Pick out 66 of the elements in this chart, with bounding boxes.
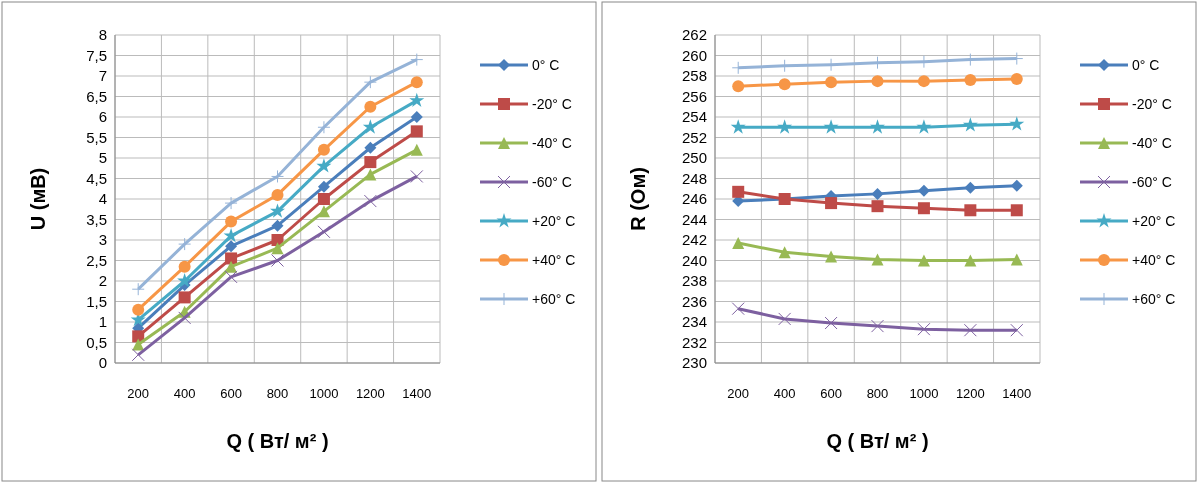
- legend-label: +40° C: [1132, 251, 1176, 268]
- x-tick-label: 400: [173, 386, 196, 401]
- y-tick-label: 7: [98, 67, 107, 85]
- y-tick-label: 238: [681, 272, 707, 290]
- y-tick-label: 4,5: [86, 169, 107, 187]
- y-tick-label: 234: [681, 313, 707, 331]
- y-tick-label: 0,5: [86, 333, 107, 351]
- y-tick-label: 248: [681, 169, 707, 187]
- y-tick-label: 6: [98, 108, 107, 126]
- y-tick-label: 262: [681, 26, 707, 44]
- x-tick-label: 200: [127, 386, 150, 401]
- y-tick-label: 2,5: [86, 251, 107, 269]
- x-tick-label: 200: [727, 386, 750, 401]
- y-tick-label: 230: [681, 354, 707, 372]
- y-tick-label: 244: [681, 210, 707, 228]
- x-tick-label: 1200: [355, 386, 385, 401]
- legend-label: -20° C: [1132, 95, 1172, 112]
- legend-label: -40° C: [1132, 134, 1172, 151]
- x-axis-title: Q ( Вт/ м² ): [226, 430, 329, 452]
- legend-label: -60° C: [1132, 173, 1172, 190]
- y-axis-title: U (мВ): [27, 167, 49, 231]
- y-tick-label: 4: [98, 190, 107, 208]
- x-tick-label: 600: [820, 386, 842, 401]
- y-tick-label: 1,5: [86, 292, 107, 310]
- y-tick-label: 232: [681, 333, 707, 351]
- y-tick-label: 236: [681, 292, 707, 310]
- y-tick-label: 3,5: [86, 210, 107, 228]
- x-tick-label: 1000: [309, 386, 339, 401]
- legend-label: +60° C: [1132, 290, 1176, 307]
- legend-label: 0° C: [1132, 56, 1160, 73]
- y-tick-label: 252: [681, 128, 707, 146]
- y-tick-label: 3: [98, 231, 107, 249]
- y-tick-label: 242: [681, 231, 707, 249]
- y-tick-label: 246: [681, 190, 707, 208]
- y-tick-label: 6,5: [86, 87, 107, 105]
- legend-label: -60° C: [532, 173, 572, 190]
- y-tick-label: 0: [98, 354, 107, 372]
- legend-label: +20° C: [1132, 212, 1176, 229]
- x-tick-label: 600: [220, 386, 242, 401]
- y-tick-label: 250: [681, 149, 707, 167]
- x-tick-label: 1200: [955, 386, 985, 401]
- y-tick-label: 2: [98, 272, 107, 290]
- x-tick-label: 1000: [909, 386, 939, 401]
- x-tick-label: 1400: [402, 386, 432, 401]
- y-tick-label: 5,5: [86, 128, 107, 146]
- y-tick-label: 5: [98, 149, 107, 167]
- y-tick-label: 1: [98, 313, 107, 331]
- y-axis-title: R (Ом): [627, 167, 649, 231]
- y-tick-label: 256: [681, 87, 707, 105]
- x-tick-label: 1400: [1002, 386, 1032, 401]
- y-tick-label: 240: [681, 251, 707, 269]
- y-tick-label: 258: [681, 67, 707, 85]
- legend-label: -40° C: [532, 134, 572, 151]
- legend-label: 0° C: [532, 56, 560, 73]
- x-tick-label: 400: [773, 386, 796, 401]
- x-axis-title: Q ( Вт/ м² ): [826, 430, 929, 452]
- legend-label: -20° C: [532, 95, 572, 112]
- legend-label: +40° C: [532, 251, 576, 268]
- y-tick-label: 260: [681, 46, 707, 64]
- x-tick-label: 800: [866, 386, 889, 401]
- y-tick-label: 7,5: [86, 46, 107, 64]
- legend-label: +60° C: [532, 290, 576, 307]
- y-tick-label: 254: [681, 108, 707, 126]
- y-tick-label: 8: [98, 26, 107, 44]
- legend-label: +20° C: [532, 212, 576, 229]
- x-tick-label: 800: [266, 386, 289, 401]
